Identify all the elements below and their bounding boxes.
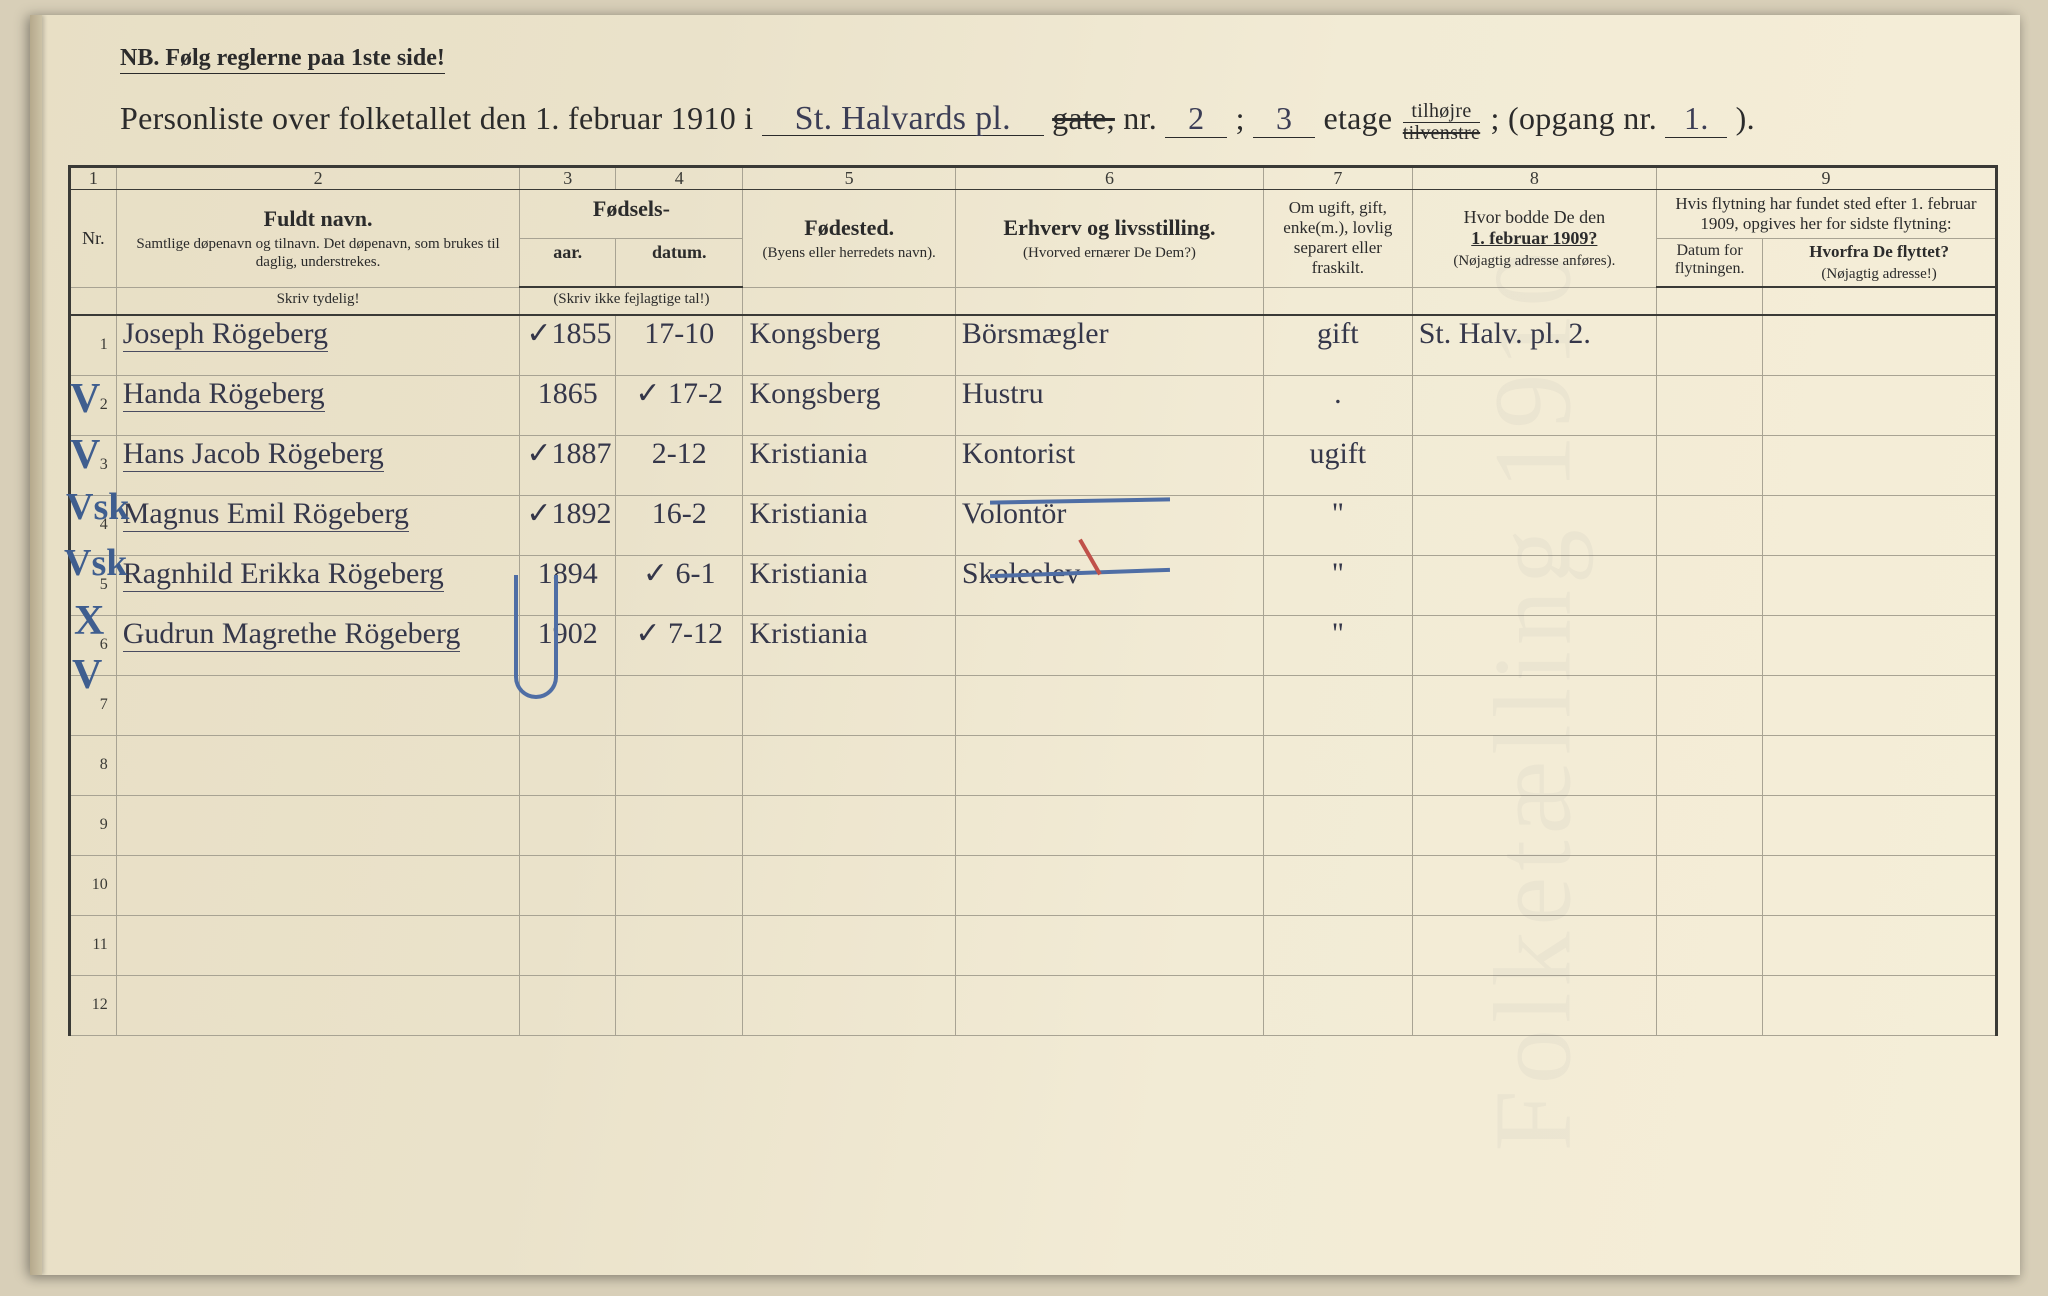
etage-label: etage [1323, 100, 1400, 136]
table-row: 4Magnus Emil Rögeberg✓189216-2Kristiania… [70, 495, 1997, 555]
title-line: Personliste over folketallet den 1. febr… [120, 100, 1755, 143]
colnum-1: 1 [70, 167, 117, 190]
margin-mark: X [74, 597, 104, 645]
opgang-field: 1. [1665, 100, 1727, 138]
street-field: St. Halvards pl. [762, 104, 1044, 136]
table-row: 10 [70, 855, 1997, 915]
table-row: 3Hans Jacob Rögeberg✓18872-12KristianiaK… [70, 435, 1997, 495]
census-page: NB. Følg reglerne paa 1ste side! Personl… [30, 15, 2020, 1275]
hdr-name: Fuldt navn. Samtlige døpenavn og tilnavn… [116, 190, 520, 288]
colnum-8: 8 [1412, 167, 1656, 190]
hdr-move: Hvis flytning har fundet sted efter 1. f… [1657, 190, 1997, 239]
colnum-5: 5 [743, 167, 955, 190]
colnum-6: 6 [955, 167, 1263, 190]
margin-mark: Vsk [66, 485, 129, 529]
nb-notice: NB. Følg reglerne paa 1ste side! [120, 45, 445, 74]
colnum-3: 3 [520, 167, 616, 190]
frac-top: tilhøjre [1403, 101, 1480, 123]
side-fraction: tilhøjre tilvenstre [1403, 101, 1480, 143]
hint-tydelig: Skriv tydelig! [116, 287, 520, 315]
hdr-move-from: Hvorfra De flyttet?(Nøjagtig adresse!) [1763, 239, 1997, 288]
hdr-birth: Fødsels- [520, 190, 743, 239]
hdr-nr: Nr. [70, 190, 117, 288]
hint-tal: (Skriv ikke fejlagtige tal!) [520, 287, 743, 315]
table-row: 8 [70, 735, 1997, 795]
gate-strike: gate, [1052, 100, 1115, 136]
table-row: 11 [70, 915, 1997, 975]
title-pre: Personliste over folketallet den 1. febr… [120, 100, 762, 136]
hdr-place: Fødested. (Byens eller herre­dets navn). [743, 190, 955, 288]
table-row: 12 [70, 975, 1997, 1035]
table-row: 9 [70, 795, 1997, 855]
nr-label: nr. [1123, 100, 1165, 136]
sep: ; [1236, 100, 1254, 136]
margin-mark: V [70, 375, 100, 423]
blue-bracket [514, 575, 558, 699]
table-row: 7 [70, 675, 1997, 735]
colnum-4: 4 [615, 167, 742, 190]
colnum-9: 9 [1657, 167, 1997, 190]
opgang-pre: ; (opgang nr. [1491, 100, 1666, 136]
margin-mark: V [72, 651, 102, 699]
colnum-7: 7 [1263, 167, 1412, 190]
hdr-marital: Om ugift, gift, enke(m.), lovlig separer… [1263, 190, 1412, 288]
hdr-year: aar. [520, 239, 616, 288]
hdr-occ: Erhverv og livsstilling. (Hvorved ernære… [955, 190, 1263, 288]
hdr-move-date: Datum for flyt­ningen. [1657, 239, 1763, 288]
census-table: 1 2 3 4 5 6 7 8 9 Nr. Fuldt navn. Samtli… [68, 165, 1998, 1036]
colnum-2: 2 [116, 167, 520, 190]
bleed-through: Folketælling 1910 [1469, 246, 1596, 1152]
table-row: 6Gudrun Magrethe Rögeberg1902✓ 7-12Krist… [70, 615, 1997, 675]
hdr-date: datum. [615, 239, 742, 288]
margin-mark: V [70, 431, 100, 479]
opgang-post: ). [1736, 100, 1755, 136]
table-row: 2Handa Rögeberg1865✓ 17-2KongsbergHustru… [70, 375, 1997, 435]
table-row: 5Ragnhild Erikka Rögeberg1894✓ 6-1Kristi… [70, 555, 1997, 615]
nr-field: 2 [1165, 100, 1227, 138]
binding-spine [30, 15, 42, 1275]
frac-bot: tilvenstre [1403, 123, 1480, 143]
etage-field: 3 [1253, 100, 1315, 138]
margin-mark: Vsk [64, 541, 127, 585]
table-row: 1Joseph Rögeberg✓185517-10KongsbergBörsm… [70, 315, 1997, 376]
